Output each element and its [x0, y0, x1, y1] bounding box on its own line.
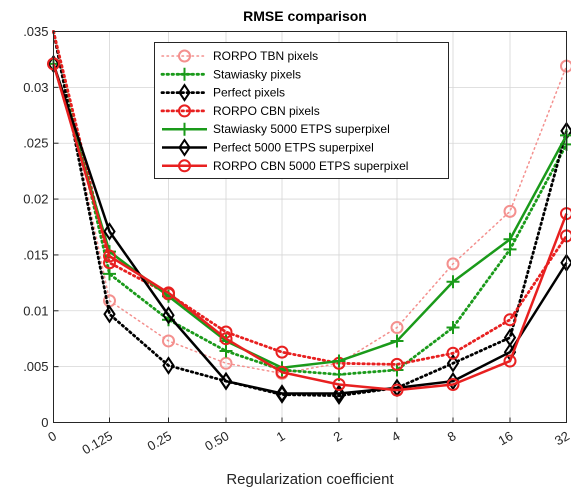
data-point-marker — [103, 222, 116, 241]
data-point-marker — [332, 354, 346, 368]
legend-item: Perfect pixels — [160, 83, 285, 102]
x-axis-label: Regularization coefficient — [226, 471, 394, 488]
data-point-marker — [446, 371, 460, 391]
legend-marker — [178, 49, 191, 63]
data-point-marker — [390, 383, 404, 397]
data-point-marker — [162, 356, 175, 375]
data-point-marker — [332, 378, 346, 392]
data-point-marker — [275, 384, 289, 403]
legend-label: Stawiasky pixels — [213, 67, 301, 81]
x-tick-label: 16 — [495, 428, 515, 448]
data-point-marker — [390, 321, 404, 335]
data-point-marker — [390, 357, 404, 371]
data-point-marker — [446, 321, 460, 335]
legend-marker — [178, 138, 191, 157]
series-line — [52, 30, 568, 376]
legend-item: RORPO CBN 5000 ETPS superpixel — [162, 159, 408, 173]
series-line — [52, 30, 568, 398]
x-tick-label: 1 — [274, 428, 288, 445]
legend-marker — [178, 67, 191, 81]
y-axis: 0 .005 0.01 .015 0.02 .025 0.03 .035 — [23, 24, 59, 430]
y-tick-label: 0 — [41, 415, 48, 430]
data-point-marker — [446, 275, 460, 289]
data-point-marker — [275, 345, 289, 359]
x-tick-label: 0 — [45, 428, 59, 445]
data-point-marker — [446, 257, 460, 271]
series-line — [52, 30, 568, 366]
legend-label: Stawiasky 5000 ETPS superpixel — [213, 122, 390, 136]
x-tick-label: 0.50 — [202, 428, 231, 454]
data-point-marker — [219, 371, 233, 391]
legend-item: Stawiasky 5000 ETPS superpixel — [162, 122, 390, 136]
legend-label: RORPO CBN pixels — [213, 104, 320, 118]
legend-label: Perfect 5000 ETPS superpixel — [213, 141, 374, 155]
series-line — [52, 30, 568, 375]
x-tick-label: 0.125 — [79, 428, 115, 457]
data-point-marker — [503, 313, 517, 327]
y-tick-label: .005 — [23, 359, 48, 374]
x-axis: 0 0.125 0.25 0.50 1 2 4 8 16 32 — [45, 417, 571, 457]
data-point-marker — [162, 334, 175, 348]
data-point-marker — [503, 354, 517, 368]
y-tick-label: 0.02 — [23, 192, 48, 207]
data-point-marker — [503, 204, 517, 218]
data-point-marker — [103, 304, 116, 324]
y-tick-label: 0.01 — [23, 303, 48, 318]
legend-label: Perfect pixels — [213, 86, 285, 100]
x-tick-label: 32 — [552, 428, 571, 448]
series-rorpo-cbn-5000-etps-superpixel — [47, 57, 571, 397]
series-line — [52, 63, 568, 392]
y-tick-label: 0.03 — [23, 80, 48, 95]
x-tick-label: 8 — [445, 428, 459, 445]
legend-marker — [178, 159, 191, 173]
data-point-marker — [162, 286, 175, 300]
legend-item: RORPO TBN pixels — [161, 49, 318, 63]
plot-frame — [53, 31, 567, 423]
legend-marker — [178, 83, 191, 102]
legend-item: RORPO CBN pixels — [160, 104, 320, 118]
y-tick-label: .015 — [23, 247, 48, 262]
legend-marker — [178, 122, 191, 136]
chart-title: RMSE comparison — [243, 8, 367, 24]
data-point-marker — [503, 232, 517, 246]
x-tick-label: 4 — [389, 428, 403, 445]
y-tick-label: .025 — [23, 136, 48, 151]
data-point-marker — [332, 384, 346, 403]
legend-item: Stawiasky pixels — [160, 67, 301, 81]
data-point-marker — [103, 249, 116, 263]
series-group — [47, 30, 571, 405]
data-point-marker — [390, 334, 404, 348]
legend-label: RORPO TBN pixels — [213, 49, 318, 63]
data-point-marker — [446, 378, 460, 392]
legend-item: Perfect 5000 ETPS superpixel — [162, 138, 374, 157]
data-point-marker — [275, 365, 289, 379]
data-point-marker — [103, 267, 116, 281]
data-point-marker — [446, 353, 460, 373]
y-tick-label: .035 — [23, 24, 48, 39]
data-point-marker — [219, 332, 233, 346]
data-point-marker — [162, 305, 175, 325]
legend-marker — [178, 104, 191, 118]
data-point-marker — [219, 356, 233, 370]
legend: RORPO TBN pixels Stawiasky pixels Perfect … — [154, 42, 449, 179]
x-tick-label: 0.25 — [145, 428, 174, 454]
data-point-marker — [446, 346, 460, 360]
x-tick-label: 2 — [331, 428, 345, 445]
legend-label: RORPO CBN 5000 ETPS superpixel — [213, 159, 408, 173]
